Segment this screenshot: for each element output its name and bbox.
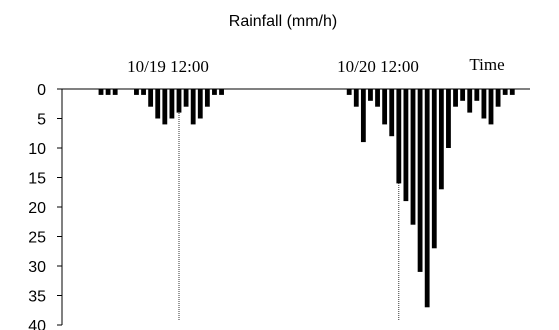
rainfall-bar: [346, 89, 352, 95]
y-tick-label: 10: [28, 141, 46, 158]
rainfall-bar: [410, 89, 416, 225]
rainfall-bar: [375, 89, 380, 107]
y-tick-label: 0: [37, 82, 46, 99]
rainfall-bar: [502, 89, 508, 95]
rainfall-bar: [438, 89, 444, 190]
rainfall-bar: [197, 89, 203, 119]
rainfall-bar: [453, 89, 458, 107]
rainfall-bar: [155, 89, 161, 119]
rainfall-bar: [204, 89, 210, 107]
y-tick-label: 15: [28, 171, 46, 188]
rainfall-bar: [98, 89, 104, 95]
rainfall-bar: [424, 89, 430, 308]
rainfall-bar: [212, 89, 217, 95]
rainfall-bar: [368, 89, 373, 101]
rainfall-bar: [474, 89, 480, 101]
rainfall-bar: [467, 89, 473, 113]
rainfall-bar: [488, 89, 494, 125]
rainfall-bar: [389, 89, 395, 137]
y-tick-label: 30: [28, 259, 46, 276]
time-marker-label-2: 10/20 12:00: [337, 57, 419, 76]
rainfall-bar: [219, 89, 224, 95]
rainfall-bar: [148, 89, 154, 107]
rainfall-bar: [495, 89, 501, 107]
y-tick-label: 20: [28, 200, 46, 217]
rainfall-bar: [481, 89, 487, 119]
rainfall-bar: [176, 89, 182, 113]
x-axis-label: Time: [469, 55, 504, 74]
rainfall-bar: [396, 89, 402, 184]
rainfall-bar: [183, 89, 189, 107]
rainfall-bar: [105, 89, 111, 95]
y-tick-label: 5: [37, 112, 46, 129]
rainfall-bar: [431, 89, 437, 249]
rainfall-bar: [353, 89, 359, 107]
y-tick-label: 40: [28, 318, 46, 330]
rainfall-bar: [162, 89, 168, 125]
y-ticks-group: 0 5 10 15 20 25 30 35 40: [28, 82, 62, 330]
rainfall-bar: [112, 89, 118, 95]
marker-lines-group: [178, 89, 400, 321]
rainfall-bar: [446, 89, 451, 148]
bars-group: [98, 89, 515, 308]
rainfall-bar: [460, 89, 466, 101]
rainfall-bar: [360, 89, 366, 143]
rainfall-bar: [190, 89, 196, 125]
y-tick-label: 25: [28, 230, 46, 247]
rainfall-bar: [382, 89, 388, 125]
rainfall-bar: [141, 89, 146, 95]
rainfall-bar: [509, 89, 515, 95]
y-tick-label: 35: [28, 289, 46, 306]
rainfall-bar: [134, 89, 139, 95]
time-marker-label-1: 10/19 12:00: [127, 57, 209, 76]
rainfall-bar: [403, 89, 409, 202]
chart-title: Rainfall (mm/h): [229, 13, 337, 30]
rainfall-bar: [417, 89, 423, 272]
rainfall-bar: [169, 89, 175, 119]
